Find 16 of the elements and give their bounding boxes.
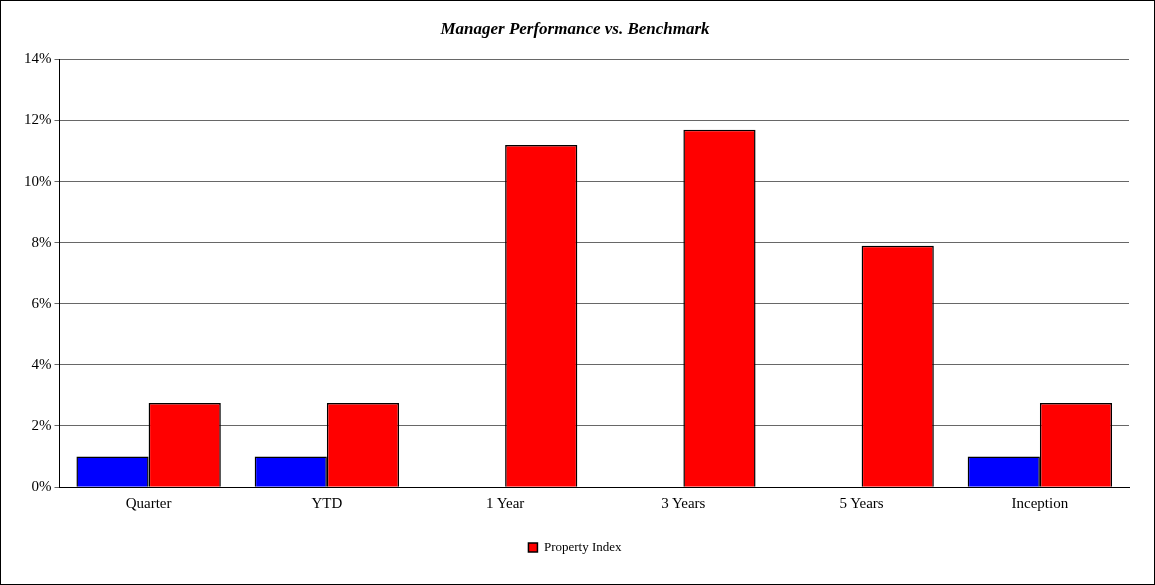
legend-label: Property Index (543, 538, 623, 554)
chart-title: Manager Performance vs. Benchmark (439, 18, 711, 38)
y-tick-label: 6% (31, 294, 52, 311)
x-tick-label: 5 Years (839, 494, 884, 511)
y-tick-label: 10% (24, 172, 52, 189)
y-tick-label: 14% (24, 50, 52, 67)
y-tick-label: 12% (24, 111, 52, 128)
y-tick-label: 4% (31, 355, 52, 372)
x-tick-label: YTD (311, 494, 343, 511)
y-tick-label: 2% (31, 416, 52, 433)
y-tick-label: 0% (31, 477, 52, 494)
x-tick-label: Quarter (125, 494, 172, 511)
x-tick-label: 1 Year (485, 494, 525, 511)
x-tick-label: 3 Years (661, 494, 706, 511)
x-tick-label: Inception (1011, 494, 1069, 511)
y-tick-label: 8% (31, 233, 52, 250)
